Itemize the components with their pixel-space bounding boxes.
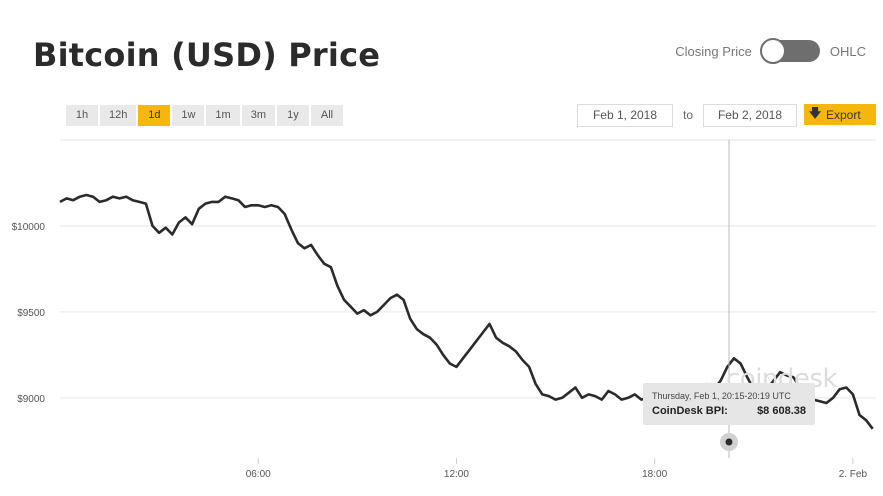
page-title: Bitcoin (USD) Price (33, 36, 381, 74)
range-button-12h[interactable]: 12h (100, 105, 137, 126)
date-range-to-label: to (683, 108, 694, 122)
price-series (59, 193, 874, 430)
export-label: Export (826, 107, 861, 122)
y-tick-label: $10000 (12, 222, 46, 233)
range-button-1w[interactable]: 1w (172, 105, 205, 126)
x-tick-label: 06:00 (246, 469, 271, 480)
range-button-all[interactable]: All (310, 105, 343, 126)
export-button[interactable]: 🡇 Export (804, 104, 876, 125)
chart-tooltip: Thursday, Feb 1, 20:15-20:19 UTC CoinDes… (643, 383, 815, 425)
tooltip-value: $8 608.38 (757, 405, 806, 417)
toggle-knob[interactable] (759, 38, 786, 64)
y-tick-label: $9000 (17, 394, 45, 405)
chart-mode-toggle-group: Closing Price OHLC (675, 38, 866, 64)
series-line (59, 193, 874, 430)
x-tick-label: 2. Feb (839, 469, 868, 480)
range-button-1y[interactable]: 1y (276, 105, 309, 126)
range-button-3m[interactable]: 3m (241, 105, 275, 126)
chart-mode-toggle[interactable] (759, 38, 820, 64)
y-tick-label: $9500 (17, 308, 45, 319)
hover-point (725, 438, 733, 446)
tooltip-timestamp: Thursday, Feb 1, 20:15-20:19 UTC (652, 391, 791, 401)
x-axis: 06:00 12:00 18:00 2. Feb (246, 458, 868, 480)
range-button-1m[interactable]: 1m (206, 105, 240, 126)
x-tick-label: 18:00 (642, 469, 667, 480)
range-button-1d[interactable]: 1d (138, 105, 171, 126)
y-axis: $9000 $9500 $10000 (12, 222, 46, 405)
tooltip-label: CoinDesk BPI: (652, 405, 728, 417)
ohlc-label[interactable]: OHLC (829, 43, 866, 59)
x-tick-label: 12:00 (444, 469, 469, 480)
chart-grid (60, 139, 876, 399)
range-button-1h[interactable]: 1h (66, 105, 98, 126)
download-arrow-icon: 🡇 (808, 106, 822, 120)
date-to-input[interactable]: Feb 2, 2018 (703, 104, 797, 127)
date-from-input[interactable]: Feb 1, 2018 (577, 104, 673, 127)
closing-price-label[interactable]: Closing Price (675, 43, 752, 59)
range-selector: 1h 12h 1d 1w 1m 3m 1y All (66, 105, 343, 126)
